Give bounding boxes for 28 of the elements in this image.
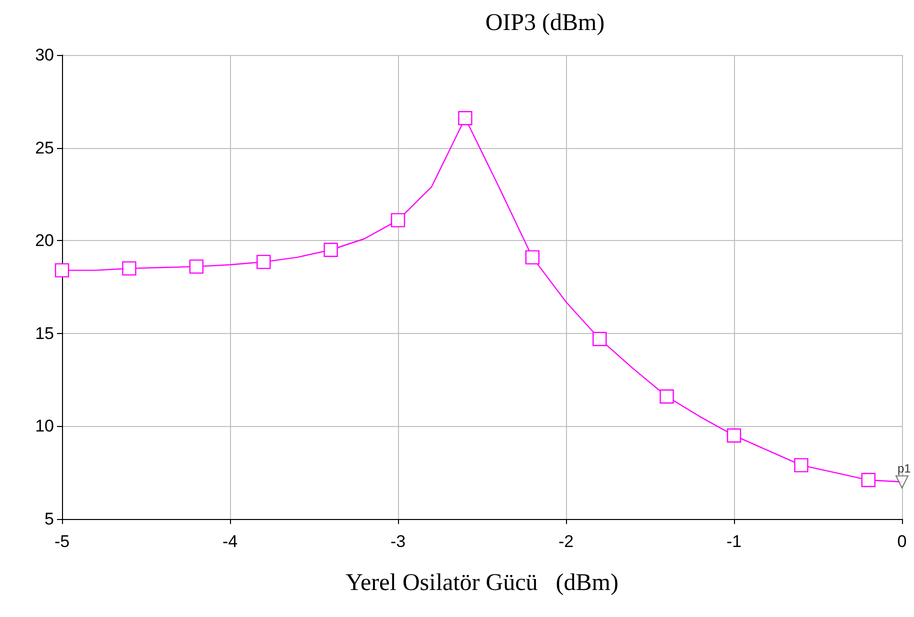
y-tick-label: 30 — [35, 46, 54, 64]
y-tick-label: 20 — [35, 231, 54, 250]
point — [660, 389, 674, 404]
y-tick-label: 25 — [35, 138, 54, 158]
point — [324, 242, 338, 257]
x-tick-label: -2 — [558, 532, 574, 551]
point — [458, 111, 472, 126]
chart-title: OIP3 (dBm) — [485, 10, 605, 36]
point — [256, 254, 271, 270]
point — [861, 472, 876, 488]
x-axis-title: Yerel Osilatör Gücü (dBm) — [346, 570, 618, 596]
x-tick-label: 0 — [897, 532, 907, 551]
point — [122, 261, 136, 276]
point — [54, 263, 70, 278]
y-tick-label: 10 — [35, 416, 54, 436]
x-tick-label: -5 — [54, 532, 70, 551]
point — [390, 213, 406, 228]
point — [592, 332, 607, 346]
point — [525, 250, 540, 264]
y-tick-label: 5 — [44, 510, 54, 528]
x-tick-label: -4 — [222, 532, 238, 551]
y-tick-label: 15 — [35, 324, 54, 343]
annotation: p1 — [898, 461, 912, 476]
point — [189, 259, 204, 274]
x-tick-label: -3 — [390, 532, 406, 551]
point — [794, 458, 808, 472]
x-tick-label: -1 — [726, 532, 742, 551]
point — [726, 428, 742, 443]
